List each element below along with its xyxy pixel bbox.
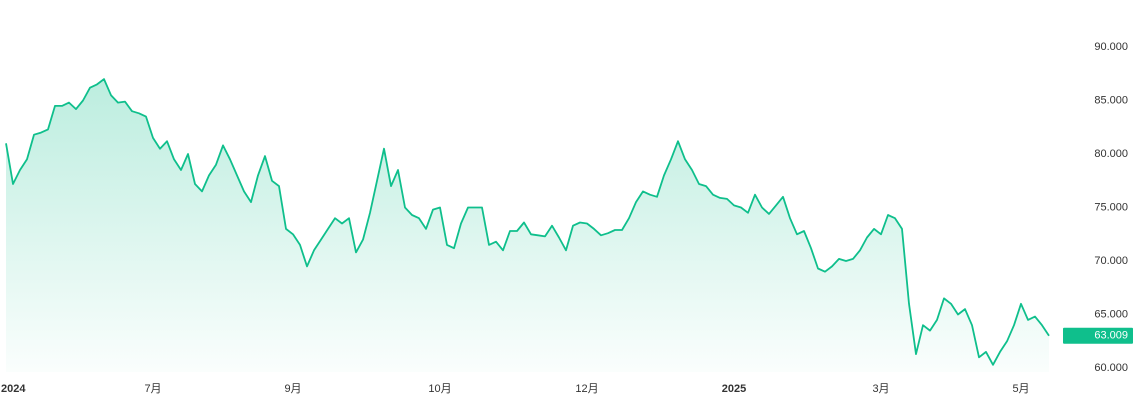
y-tick-label: 65.000: [1094, 308, 1128, 320]
x-tick-label: 9月: [284, 383, 301, 395]
y-tick-label: 60.000: [1094, 362, 1128, 374]
y-tick-label: 80.000: [1094, 148, 1128, 160]
line: [5, 78, 1050, 366]
x-tick-label: 5月: [1012, 383, 1029, 395]
y-tick-label: 75.000: [1094, 201, 1128, 213]
y-tick-label: 85.000: [1094, 94, 1128, 106]
x-tick-label: 7月: [144, 383, 161, 395]
x-tick-label: 10月: [428, 383, 451, 395]
y-tick-label: 90.000: [1094, 41, 1128, 53]
x-tick-label: 2025: [722, 383, 746, 395]
last-value-box: [1063, 327, 1133, 344]
x-tick-label: 2024: [1, 383, 26, 395]
last-value-label: 63.009: [1094, 330, 1128, 342]
area: [6, 79, 1049, 372]
x-tick-label: 12月: [575, 383, 598, 395]
x-tick-label: 3月: [872, 383, 889, 395]
y-tick-label: 70.000: [1094, 255, 1128, 267]
